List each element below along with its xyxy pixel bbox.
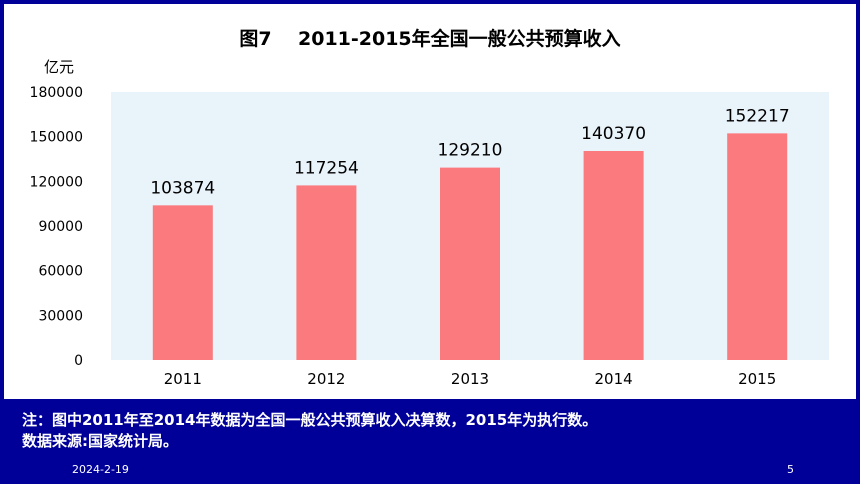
x-tick-label: 2014 (595, 370, 633, 388)
bar-value-label: 117254 (294, 158, 359, 178)
bar-2011 (152, 205, 213, 360)
chart-panel: 图7 2011-2015年全国一般公共预算收入 亿元 0 30000 60000 90… (4, 4, 856, 399)
x-axis-ticks: 2011 2012 2013 2014 2015 (164, 370, 777, 388)
bar-value-label: 152217 (725, 106, 790, 126)
x-tick-label: 2015 (738, 370, 776, 388)
y-axis-ticks: 0 30000 60000 90000 120000 150000 180000 (30, 85, 83, 369)
bar-2013 (440, 167, 500, 360)
bar-2012 (296, 185, 357, 360)
bars (152, 133, 788, 360)
y-tick-label: 150000 (30, 130, 83, 146)
bar-value-label: 140370 (581, 124, 646, 144)
y-tick-label: 30000 (38, 308, 83, 324)
footnote: 注：图中2011年至2014年数据为全国一般公共预算收入决算数，2015年为执行… (22, 410, 597, 452)
bar-value-label: 103874 (150, 178, 215, 198)
y-tick-label: 90000 (38, 219, 83, 235)
revenue-bar-chart: 图7 2011-2015年全国一般公共预算收入 亿元 0 30000 60000 90… (30, 27, 829, 388)
y-axis-unit-label: 亿元 (44, 58, 74, 76)
slide-page-number: 5 (787, 463, 794, 476)
slide-date: 2024-2-19 (72, 463, 129, 476)
y-tick-label: 180000 (30, 85, 83, 101)
x-tick-label: 2012 (307, 370, 345, 388)
bar-2014 (583, 151, 644, 360)
x-tick-label: 2013 (451, 370, 489, 388)
bar-2015 (727, 133, 788, 360)
chart-title: 图7 2011-2015年全国一般公共预算收入 (239, 27, 620, 50)
footnote-note: 注：图中2011年至2014年数据为全国一般公共预算收入决算数，2015年为执行… (22, 411, 598, 429)
bar-value-label: 129210 (438, 141, 503, 161)
y-tick-label: 60000 (38, 264, 83, 280)
y-tick-label: 0 (74, 353, 83, 369)
x-tick-label: 2011 (164, 370, 202, 388)
y-tick-label: 120000 (30, 174, 83, 190)
bar-value-labels: 103874 117254 129210 140370 152217 (150, 106, 789, 198)
footnote-source: 数据来源:国家统计局。 (22, 432, 178, 450)
